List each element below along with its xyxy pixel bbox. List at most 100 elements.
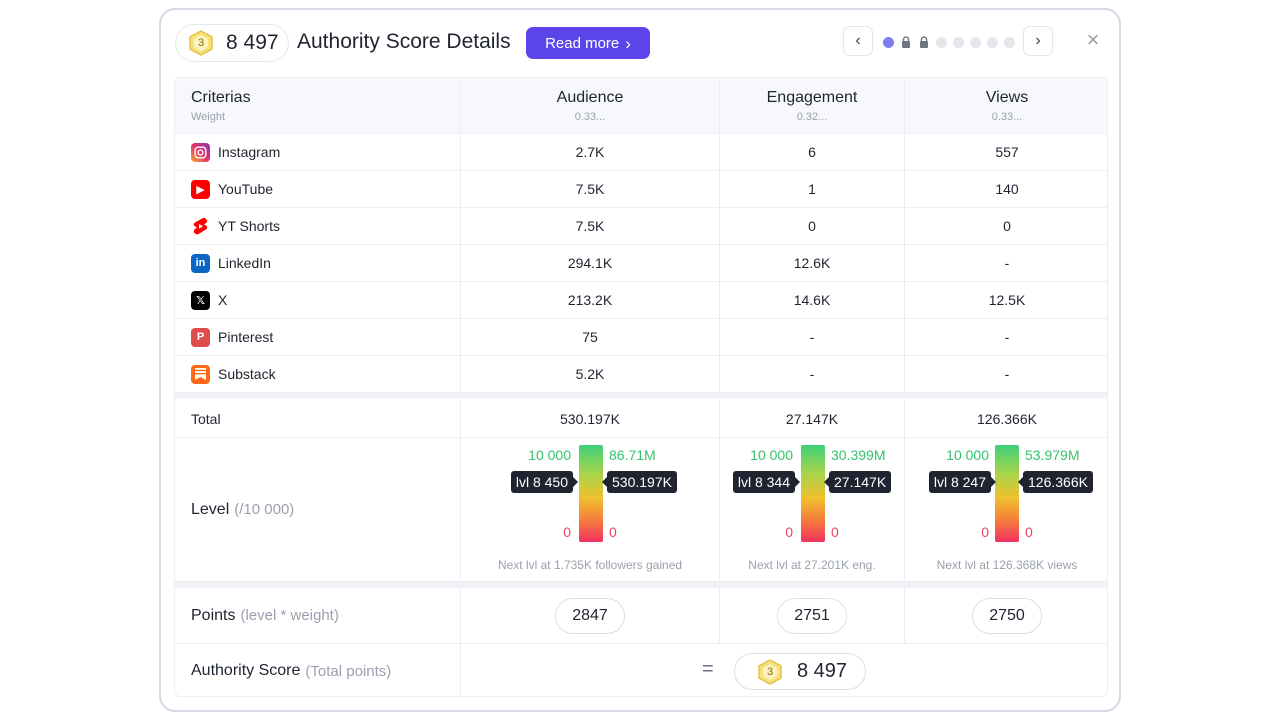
cell: 0 bbox=[905, 208, 1107, 244]
cell: 5.2K bbox=[461, 356, 720, 392]
cell: - bbox=[905, 319, 1107, 355]
youtube-icon: ▶ bbox=[191, 179, 210, 199]
read-more-button[interactable]: Read more › bbox=[526, 27, 650, 59]
total-label: Total bbox=[191, 410, 221, 427]
network-name: Instagram bbox=[218, 144, 281, 160]
prev-page-button[interactable]: ‹ bbox=[843, 26, 873, 56]
chevron-right-icon: › bbox=[1035, 32, 1041, 49]
modal-title: Authority Score Details bbox=[297, 30, 511, 53]
cell: 12.5K bbox=[905, 282, 1107, 318]
gauge-max-value: 30.399M bbox=[831, 447, 886, 463]
cell: 27.147K bbox=[720, 400, 905, 437]
page-dot[interactable] bbox=[1004, 36, 1015, 48]
weight-label: Weight bbox=[191, 111, 226, 123]
page-dot[interactable] bbox=[953, 36, 964, 48]
criteria-label: Criterias bbox=[191, 89, 251, 106]
cell-value: 5.2K bbox=[575, 366, 605, 382]
cell-value: 140 bbox=[995, 181, 1019, 197]
network-cell: ▶ YouTube bbox=[175, 171, 461, 207]
cell-value: - bbox=[1004, 329, 1010, 345]
pager: ‹ › bbox=[843, 26, 1053, 58]
cell: - bbox=[720, 319, 905, 355]
gauge-min-level: 0 bbox=[981, 524, 989, 540]
level-badge-number: 3 bbox=[197, 37, 205, 49]
cell-value: - bbox=[1004, 255, 1010, 271]
chevron-right-icon: › bbox=[625, 33, 631, 53]
cell: 7.5K bbox=[461, 208, 720, 244]
gauge-max-value: 86.71M bbox=[609, 447, 656, 463]
audience-level-gauge: 10 000 86.71M lvl 8 450 530.197K 0 0 Nex… bbox=[461, 438, 720, 581]
level-label-cell: Level (/10 000) bbox=[175, 438, 461, 581]
network-name: X bbox=[218, 292, 228, 308]
next-page-button[interactable]: › bbox=[1023, 26, 1053, 56]
cell-value: 1 bbox=[808, 181, 816, 197]
table-header-row: Criterias Weight Audience 0.33... Engage… bbox=[175, 78, 1107, 134]
column-header: Views bbox=[985, 89, 1029, 106]
yt-shorts-icon bbox=[191, 217, 210, 236]
points-label-text: Points bbox=[191, 606, 236, 624]
authority-label-cell: Authority Score (Total points) bbox=[175, 644, 461, 696]
gauge-max-level: 10 000 bbox=[528, 447, 571, 463]
authority-value-cell: = 3 8 497 bbox=[461, 644, 1107, 696]
page-dot[interactable] bbox=[970, 36, 981, 48]
engagement-level-gauge: 10 000 30.399M lvl 8 344 27.147K 0 0 Nex… bbox=[720, 438, 905, 581]
cell-value: 557 bbox=[995, 144, 1019, 160]
x-icon: 𝕏 bbox=[191, 290, 210, 310]
cell: 140 bbox=[905, 171, 1107, 207]
gauge-min-level: 0 bbox=[563, 524, 571, 540]
total-value: 27.147K bbox=[785, 410, 839, 427]
network-cell: Substack bbox=[175, 356, 461, 392]
cell: 14.6K bbox=[720, 282, 905, 318]
authority-score-modal: 3 8 497 Authority Score Details Read mor… bbox=[159, 8, 1121, 712]
cell: 2.7K bbox=[461, 134, 720, 170]
next-level-hint: Next lvl at 27.201K eng. bbox=[748, 558, 876, 572]
cell: 126.366K bbox=[905, 400, 1107, 437]
gauge-value-tag: 27.147K bbox=[823, 471, 892, 493]
page-dot-active[interactable] bbox=[883, 36, 894, 48]
close-icon[interactable]: × bbox=[1086, 27, 1100, 52]
pinterest-icon: P bbox=[191, 327, 210, 347]
section-divider bbox=[175, 582, 1107, 588]
cell: 12.6K bbox=[720, 245, 905, 281]
network-name: YouTube bbox=[218, 181, 274, 197]
table-row: YT Shorts 7.5K 0 0 bbox=[175, 208, 1107, 245]
level-gauge-bar bbox=[995, 445, 1019, 542]
cell-value: 75 bbox=[582, 329, 598, 345]
equals-sign: = bbox=[702, 658, 714, 680]
instagram-icon bbox=[191, 142, 210, 162]
cell-value: - bbox=[1004, 366, 1010, 382]
gauge-value-tag: 530.197K bbox=[602, 471, 677, 493]
substack-icon bbox=[191, 364, 210, 384]
cell-value: 0 bbox=[1003, 218, 1011, 234]
table-row: ▶ YouTube 7.5K 1 140 bbox=[175, 171, 1107, 208]
cell-value: 213.2K bbox=[567, 292, 613, 308]
page-dot[interactable] bbox=[987, 36, 998, 48]
gauge-min-level: 0 bbox=[785, 524, 793, 540]
column-weight: 0.32... bbox=[796, 111, 828, 123]
cell-value: 0 bbox=[808, 218, 816, 234]
gauge-level-tag: lvl 8 344 bbox=[732, 471, 801, 493]
column-weight: 0.33... bbox=[991, 111, 1023, 123]
cell-value: 12.6K bbox=[793, 255, 831, 271]
cell-value: 294.1K bbox=[567, 255, 613, 271]
cell-value: 12.5K bbox=[988, 292, 1026, 308]
score-pill: 3 8 497 bbox=[175, 24, 289, 62]
points-pill: 2751 bbox=[777, 597, 847, 634]
cell: 557 bbox=[905, 134, 1107, 170]
next-level-hint: Next lvl at 126.368K views bbox=[936, 558, 1078, 572]
authority-score-pill: 3 8 497 bbox=[734, 653, 866, 690]
score-value: 8 497 bbox=[226, 31, 279, 54]
cell: 1 bbox=[720, 171, 905, 207]
engagement-header-cell: Engagement 0.32... bbox=[720, 78, 905, 133]
page-dot[interactable] bbox=[936, 36, 947, 48]
cell-value: 6 bbox=[808, 144, 816, 160]
gauge-min-value: 0 bbox=[831, 524, 839, 540]
cell: 2847 bbox=[461, 588, 720, 643]
cell-value: 7.5K bbox=[575, 181, 605, 197]
lock-icon bbox=[902, 36, 910, 48]
modal-header: 3 8 497 Authority Score Details Read mor… bbox=[175, 24, 1105, 62]
gauge-max-level: 10 000 bbox=[946, 447, 989, 463]
total-label-cell: Total bbox=[175, 400, 461, 437]
total-row: Total 530.197K 27.147K 126.366K bbox=[175, 400, 1107, 438]
